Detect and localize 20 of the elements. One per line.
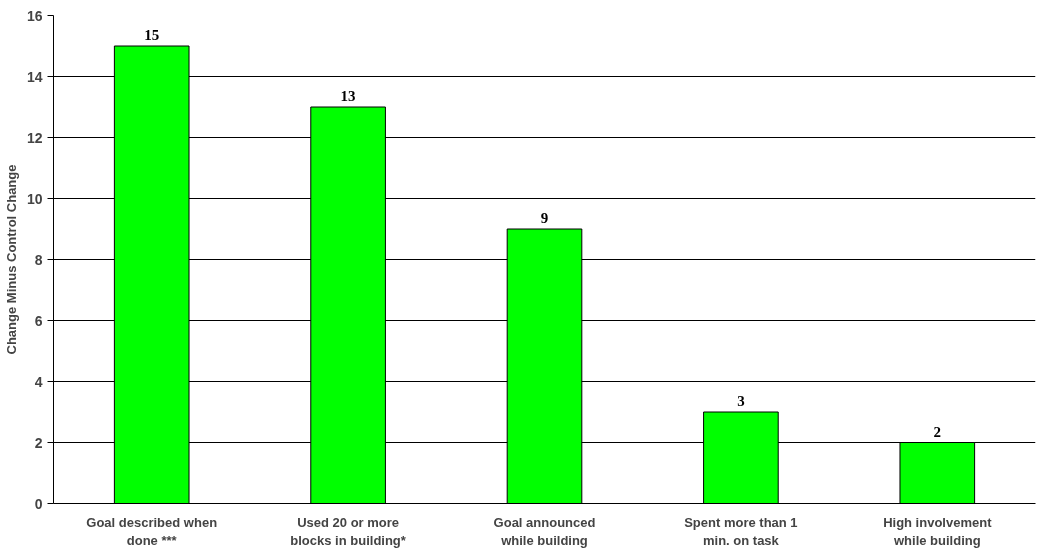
y-tick-label: 10 — [26, 190, 43, 207]
y-tick-label: 2 — [34, 434, 43, 451]
y-tick-label: 6 — [34, 312, 43, 329]
x-tick-label: Used 20 or more blocks in building* — [290, 514, 407, 548]
x-tick-label: Goal announced while building — [493, 514, 596, 548]
y-tick-label: 12 — [26, 129, 43, 146]
data-label: 15 — [144, 27, 160, 43]
data-label: 2 — [933, 423, 942, 440]
y-tick-label: 0 — [34, 495, 43, 512]
x-tick-label: High involvement while building — [883, 514, 993, 548]
data-label: 13 — [340, 88, 356, 104]
data-label: 9 — [540, 210, 549, 226]
y-tick-label: 16 — [26, 7, 43, 24]
x-tick-label: Spent more than 1 min. on task — [684, 514, 798, 548]
y-axis-title: Change Minus Control Change — [3, 164, 19, 355]
data-label: 3 — [737, 393, 745, 409]
y-tick-label: 4 — [34, 373, 43, 390]
x-tick-label: Goal described when done *** — [86, 514, 218, 548]
y-tick-label: 14 — [26, 68, 43, 85]
y-tick-label: 8 — [34, 251, 43, 268]
